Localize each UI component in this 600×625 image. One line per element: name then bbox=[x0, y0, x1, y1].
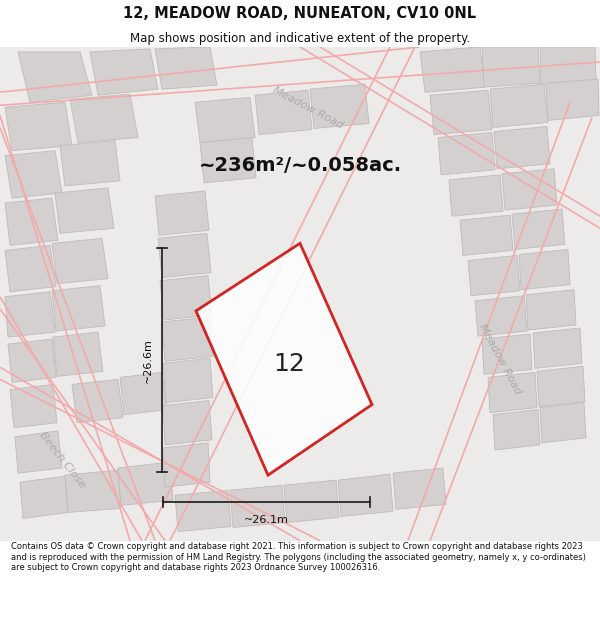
Polygon shape bbox=[8, 339, 56, 382]
Polygon shape bbox=[537, 366, 585, 407]
Polygon shape bbox=[65, 470, 121, 512]
Polygon shape bbox=[10, 384, 57, 428]
Polygon shape bbox=[5, 151, 62, 198]
Text: Beech Close: Beech Close bbox=[37, 430, 87, 490]
Polygon shape bbox=[533, 328, 582, 368]
Polygon shape bbox=[162, 317, 213, 361]
Text: 12, MEADOW ROAD, NUNEATON, CV10 0NL: 12, MEADOW ROAD, NUNEATON, CV10 0NL bbox=[124, 6, 476, 21]
Polygon shape bbox=[482, 47, 540, 87]
Polygon shape bbox=[468, 256, 520, 296]
Polygon shape bbox=[5, 198, 58, 246]
Polygon shape bbox=[118, 462, 173, 506]
Text: ~236m²/~0.058ac.: ~236m²/~0.058ac. bbox=[199, 156, 401, 175]
Polygon shape bbox=[255, 90, 312, 134]
Polygon shape bbox=[482, 334, 532, 374]
Polygon shape bbox=[72, 379, 123, 423]
Polygon shape bbox=[53, 332, 103, 376]
Polygon shape bbox=[460, 215, 513, 256]
Polygon shape bbox=[230, 485, 285, 528]
Polygon shape bbox=[15, 431, 62, 473]
Polygon shape bbox=[90, 49, 158, 95]
Polygon shape bbox=[449, 175, 503, 216]
Polygon shape bbox=[20, 476, 68, 519]
Text: Contains OS data © Crown copyright and database right 2021. This information is : Contains OS data © Crown copyright and d… bbox=[11, 542, 586, 572]
Polygon shape bbox=[60, 141, 120, 186]
Text: Meadow Road: Meadow Road bbox=[477, 322, 523, 396]
Polygon shape bbox=[52, 238, 108, 284]
Polygon shape bbox=[438, 132, 495, 175]
Polygon shape bbox=[5, 292, 55, 337]
Polygon shape bbox=[526, 290, 576, 330]
Polygon shape bbox=[393, 468, 446, 509]
Polygon shape bbox=[519, 249, 570, 290]
Text: 12: 12 bbox=[273, 351, 305, 376]
Polygon shape bbox=[420, 47, 485, 92]
Polygon shape bbox=[160, 276, 212, 320]
Polygon shape bbox=[5, 246, 56, 292]
Polygon shape bbox=[163, 358, 213, 402]
Polygon shape bbox=[512, 209, 565, 249]
Polygon shape bbox=[502, 169, 557, 210]
Polygon shape bbox=[195, 98, 255, 142]
Polygon shape bbox=[158, 233, 211, 278]
Polygon shape bbox=[196, 243, 372, 475]
Polygon shape bbox=[120, 372, 167, 414]
Text: Map shows position and indicative extent of the property.: Map shows position and indicative extent… bbox=[130, 32, 470, 45]
Polygon shape bbox=[52, 286, 105, 331]
Polygon shape bbox=[493, 409, 540, 450]
Polygon shape bbox=[155, 47, 217, 89]
Text: ~26.1m: ~26.1m bbox=[244, 516, 289, 526]
Text: Meadow Road: Meadow Road bbox=[271, 84, 345, 130]
Polygon shape bbox=[163, 443, 210, 488]
Polygon shape bbox=[540, 47, 596, 85]
Polygon shape bbox=[546, 79, 599, 121]
Polygon shape bbox=[494, 126, 550, 169]
Polygon shape bbox=[18, 52, 92, 102]
Polygon shape bbox=[200, 138, 256, 183]
Polygon shape bbox=[155, 191, 209, 235]
Polygon shape bbox=[55, 188, 114, 233]
Polygon shape bbox=[5, 102, 72, 151]
Text: ~26.6m: ~26.6m bbox=[143, 338, 153, 382]
Polygon shape bbox=[175, 490, 231, 531]
Polygon shape bbox=[163, 401, 212, 445]
Polygon shape bbox=[475, 296, 527, 336]
Polygon shape bbox=[284, 480, 339, 522]
Polygon shape bbox=[338, 474, 393, 516]
Polygon shape bbox=[540, 402, 586, 443]
Polygon shape bbox=[488, 372, 537, 413]
Polygon shape bbox=[430, 90, 492, 134]
Polygon shape bbox=[70, 94, 138, 142]
Polygon shape bbox=[310, 84, 369, 129]
Polygon shape bbox=[490, 84, 548, 127]
